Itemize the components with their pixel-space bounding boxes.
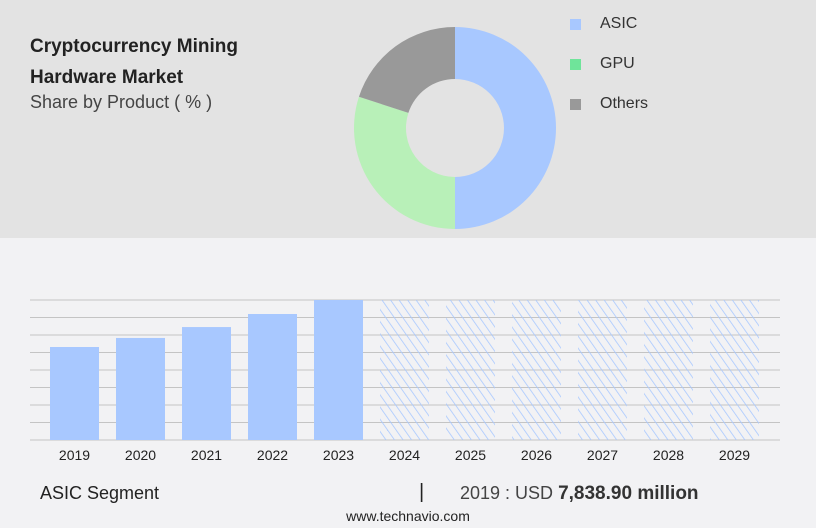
source-site: www.technavio.com — [346, 508, 470, 524]
legend-item-asic: ASIC — [570, 15, 637, 33]
x-tick-label: 2028 — [653, 447, 684, 463]
bar-2022 — [248, 314, 297, 440]
segment-label: ASIC Segment — [40, 483, 160, 503]
legend-swatch — [570, 58, 581, 70]
x-tick-label: 2024 — [389, 447, 420, 463]
legend-swatch — [570, 98, 581, 110]
bar-2019 — [50, 346, 99, 440]
forecast-bar-2027 — [578, 300, 627, 440]
x-tick-label: 2029 — [719, 447, 750, 463]
separator: | — [419, 481, 425, 503]
forecast-bar-2028 — [644, 300, 693, 440]
x-tick-label: 2021 — [191, 447, 222, 463]
donut-slice-others — [358, 27, 455, 113]
x-tick-label: 2019 — [59, 447, 90, 463]
legend-item-others: Others — [570, 95, 648, 113]
x-tick-label: 2022 — [257, 447, 288, 463]
value-amount: 7,838.90 million — [558, 483, 699, 504]
forecast-bar-2026 — [512, 300, 561, 440]
bar-2021 — [182, 327, 231, 440]
legend-label: ASIC — [600, 15, 638, 32]
legend-item-gpu: GPU — [570, 55, 635, 73]
bar-2023 — [314, 300, 363, 440]
bar-2020 — [116, 337, 165, 440]
x-tick-label: 2020 — [125, 447, 156, 463]
x-tick-label: 2025 — [455, 447, 486, 463]
x-tick-label: 2026 — [521, 447, 552, 463]
segment-value: 2019 : USD 7,838.90 million — [460, 483, 699, 505]
donut-slice-asic — [455, 27, 556, 229]
forecast-bar-2024 — [380, 300, 429, 440]
x-tick-label: 2023 — [323, 447, 354, 463]
legend-label: Others — [600, 95, 649, 112]
bar-chart: 2019 2020 2021 2022 2023 2024 2025 2026 2027 2028… — [30, 299, 780, 463]
donut-slice-gpu — [353, 96, 455, 230]
donut-chart — [353, 27, 556, 230]
forecast-bar-2025 — [446, 300, 495, 440]
value-prefix: 2019 : USD — [460, 483, 554, 503]
x-tick-label: 2027 — [587, 447, 618, 463]
forecast-bar-2029 — [710, 300, 759, 440]
chart-subtitle: Share by Product ( % ) — [30, 92, 213, 112]
chart-title: Cryptocurrency Mining Hardware Market — [30, 36, 238, 88]
legend-swatch — [570, 18, 581, 30]
legend-label: GPU — [600, 55, 635, 72]
